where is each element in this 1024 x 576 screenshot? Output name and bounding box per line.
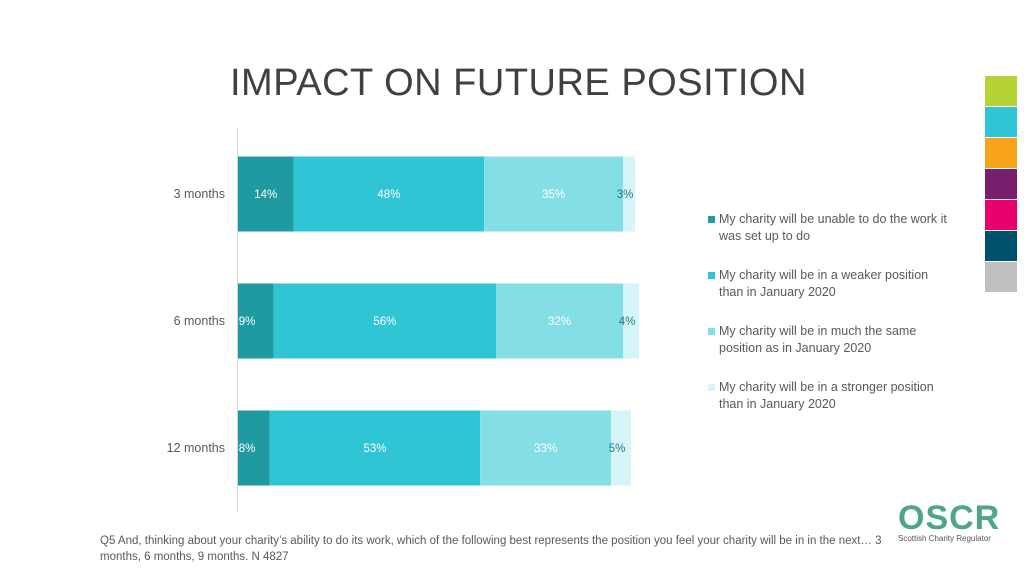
legend-label: My charity will be in a stronger positio… [719,380,934,411]
question-footnote: Q5 And, thinking about your charity’s ab… [100,535,882,563]
bar-segment [238,156,294,232]
chart-legend: My charity will be unable to do the work… [708,211,948,435]
legend-item: My charity will be in a stronger positio… [708,379,948,413]
bar-segment [496,283,624,359]
bar-segment [623,156,635,232]
stacked-bar-chart: 3 months 14% 48% 35% 3% 6 months 9% 56% 32% 4% 12 … [167,128,639,512]
logo-subtitle: Scottish Charity Regulator [898,534,991,543]
data-label: 4% [619,316,636,328]
legend-label: My charity will be in much the same posi… [719,324,917,355]
bar-segment [273,283,497,359]
legend-label: My charity will be unable to do the work… [719,212,947,243]
category-label: 12 months [167,441,225,455]
legend-item: My charity will be in much the same posi… [708,323,948,357]
side-color-swatch [985,107,1017,138]
category-label: 6 months [174,314,225,328]
bar-segment [269,410,481,486]
side-color-swatch [985,200,1017,231]
data-label: 9% [239,316,256,328]
legend-item: My charity will be in a weaker position … [708,267,948,301]
legend-swatch [708,272,715,279]
data-label: 3% [617,189,634,201]
bar-segment [480,410,612,486]
data-label: 5% [609,443,626,455]
logo-mark: OSCR [898,499,1001,537]
side-color-swatch [985,231,1017,262]
bar-segment [611,410,632,486]
bar-segment [293,156,485,232]
side-color-strip [985,76,1017,293]
bar-segment [484,156,624,232]
side-color-swatch [985,76,1017,107]
slide-title: IMPACT ON FUTURE POSITION [230,62,807,104]
legend-swatch [708,216,715,223]
data-label: 56% [373,316,396,328]
legend-label: My charity will be in a weaker position … [719,268,929,299]
bar-segment [623,283,639,359]
oscr-logo: OSCR Scottish Charity Regulator [898,499,1001,543]
data-label: 14% [254,189,277,201]
bar-segment [238,283,274,359]
data-label: 32% [548,316,571,328]
legend-swatch [708,328,715,335]
side-color-swatch [985,169,1017,200]
data-label: 53% [363,443,386,455]
data-label: 33% [534,443,557,455]
legend-swatch [708,384,715,391]
data-label: 8% [239,443,256,455]
category-label: 3 months [174,187,225,201]
data-label: 48% [377,189,400,201]
legend-item: My charity will be unable to do the work… [708,211,948,245]
side-color-swatch [985,262,1017,293]
side-color-swatch [985,138,1017,169]
data-label: 35% [542,189,565,201]
bar-segment [238,410,270,486]
